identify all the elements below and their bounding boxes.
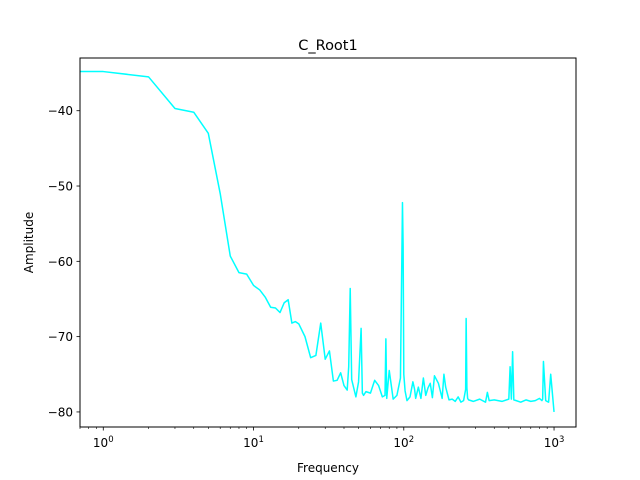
x-tick-label-exponent: 3 xyxy=(559,435,564,445)
x-tick-label: 101 xyxy=(243,435,264,450)
x-axis-label: Frequency xyxy=(297,461,359,475)
x-tick-label-base: 10 xyxy=(243,436,258,450)
y-tick-label: −50 xyxy=(48,180,73,194)
chart-title: C_Root1 xyxy=(298,38,357,54)
x-tick-label: 103 xyxy=(544,435,565,450)
series-line-1 xyxy=(80,70,555,413)
x-axis: 100 101 102 103 xyxy=(79,427,565,450)
y-axis-label: Amplitude xyxy=(22,212,36,274)
y-tick-label: −40 xyxy=(48,104,73,118)
x-tick-label-exponent: 1 xyxy=(258,435,263,445)
x-tick-label-exponent: 0 xyxy=(108,435,113,445)
x-tick-label: 102 xyxy=(393,435,414,450)
y-tick-label: −60 xyxy=(48,255,73,269)
series-layer xyxy=(80,70,555,413)
y-axis: −40 −50 −60 −70 −80 xyxy=(48,104,80,419)
x-tick-label-base: 10 xyxy=(544,436,559,450)
plot-frame xyxy=(79,57,577,428)
x-tick-label: 100 xyxy=(93,435,114,450)
x-tick-label-exponent: 2 xyxy=(409,435,414,445)
x-tick-label-base: 10 xyxy=(93,436,108,450)
x-tick-label-base: 10 xyxy=(393,436,408,450)
y-tick-label: −80 xyxy=(48,405,73,419)
y-tick-label: −70 xyxy=(48,330,73,344)
